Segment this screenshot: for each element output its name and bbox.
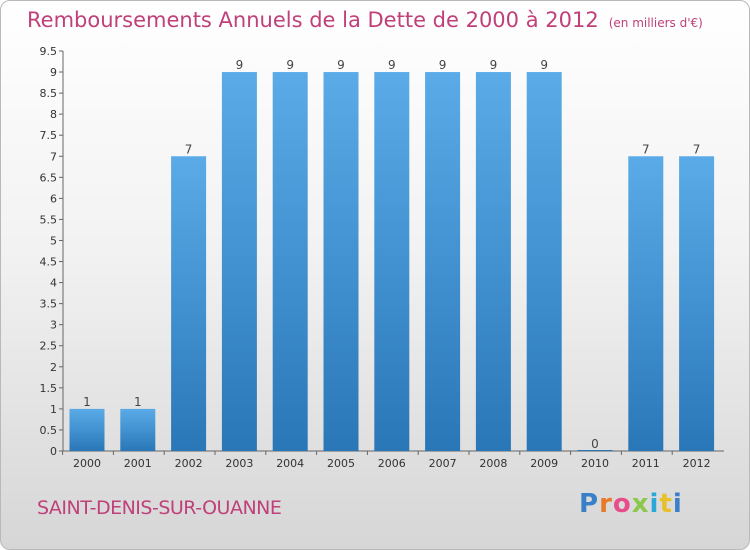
chart-labels: 2000 1 2001 1 2002 7 2003 9 2004 9 2005 9 2006 9 2007 9… [73, 58, 711, 470]
y-tick-label: 1 [50, 403, 57, 416]
y-tick-label: 2.5 [40, 340, 58, 353]
bar-chart: 0 0.5 1 1.5 2 2.5 3 3.5 4 4.5 5 5.5 6 6.5 7 7.5 8 8.5 9 9.5… [40, 45, 724, 470]
bar-value-label: 9 [490, 58, 498, 72]
y-tick-label: 7.5 [40, 129, 58, 142]
bar-value-label: 9 [236, 58, 244, 72]
y-tick-label: 6 [50, 192, 57, 205]
x-tick-label: 2001 [124, 457, 152, 470]
bar [374, 72, 410, 451]
x-tick-label: 2002 [175, 457, 203, 470]
y-tick-label: 0 [50, 445, 57, 458]
bar-value-label: 9 [540, 58, 548, 72]
chart-bars [69, 72, 715, 451]
x-tick-label: 2011 [632, 457, 660, 470]
bar-value-label: 7 [642, 142, 650, 156]
y-tick-label: 6.5 [40, 171, 58, 184]
logo-letter: r [599, 489, 613, 519]
title-text: Remboursements Annuels de la Dette de 20… [27, 8, 599, 32]
bar [526, 72, 562, 451]
y-tick-label: 3 [50, 319, 57, 332]
y-tick-label: 2 [50, 361, 57, 374]
bar [628, 156, 664, 451]
bar-value-label: 9 [388, 58, 396, 72]
x-tick-label: 2005 [327, 457, 355, 470]
y-tick-label: 7 [50, 150, 57, 163]
bar [475, 72, 511, 451]
x-tick-label: 2007 [429, 457, 457, 470]
logo-letter: o [612, 489, 632, 519]
x-tick-label: 2012 [683, 457, 711, 470]
bar [69, 408, 105, 451]
title-unit: (en milliers d'€) [608, 16, 703, 30]
y-tick-label: 4.5 [40, 256, 58, 269]
bar [323, 72, 359, 451]
bar [221, 72, 257, 451]
bar [272, 72, 308, 451]
bar-value-label: 1 [134, 395, 142, 409]
bar [577, 450, 613, 451]
x-tick-label: 2010 [581, 457, 609, 470]
chart-axes: 0 0.5 1 1.5 2 2.5 3 3.5 4 4.5 5 5.5 6 6.5 7 7.5 8 8.5 9 9.5 [40, 45, 724, 458]
y-tick-label: 5.5 [40, 213, 58, 226]
chart-title: Remboursements Annuels de la Dette de 20… [27, 8, 703, 32]
x-tick-label: 2008 [479, 457, 507, 470]
bar-value-label: 1 [83, 395, 91, 409]
bar-value-label: 9 [337, 58, 345, 72]
y-tick-label: 1.5 [40, 382, 58, 395]
bar [171, 156, 207, 451]
bar-value-label: 7 [185, 142, 193, 156]
x-tick-label: 2000 [73, 457, 101, 470]
logo-letter: i [649, 489, 660, 519]
y-tick-label: 0.5 [40, 424, 58, 437]
y-tick-label: 3.5 [40, 298, 58, 311]
logo-letter: t [659, 489, 673, 519]
x-tick-label: 2003 [225, 457, 253, 470]
bar [120, 408, 156, 451]
logo-letter: i [672, 489, 683, 519]
y-tick-label: 4 [50, 277, 57, 290]
bar-value-label: 0 [591, 437, 599, 451]
bar-value-label: 7 [693, 142, 701, 156]
bar [425, 72, 461, 451]
bar [679, 156, 715, 451]
x-tick-label: 2009 [530, 457, 558, 470]
logo-letter: x [631, 489, 650, 519]
y-tick-label: 9.5 [40, 45, 58, 58]
bar-value-label: 9 [286, 58, 294, 72]
bar-value-label: 9 [439, 58, 447, 72]
y-tick-label: 8 [50, 108, 57, 121]
x-tick-label: 2006 [378, 457, 406, 470]
x-tick-label: 2004 [276, 457, 304, 470]
y-tick-label: 9 [50, 66, 57, 79]
proxiti-logo: Proxiti [579, 489, 683, 519]
logo-letter: P [579, 489, 600, 519]
commune-name: SAINT-DENIS-SUR-OUANNE [37, 497, 282, 519]
y-tick-label: 5 [50, 234, 57, 247]
y-tick-label: 8.5 [40, 87, 58, 100]
